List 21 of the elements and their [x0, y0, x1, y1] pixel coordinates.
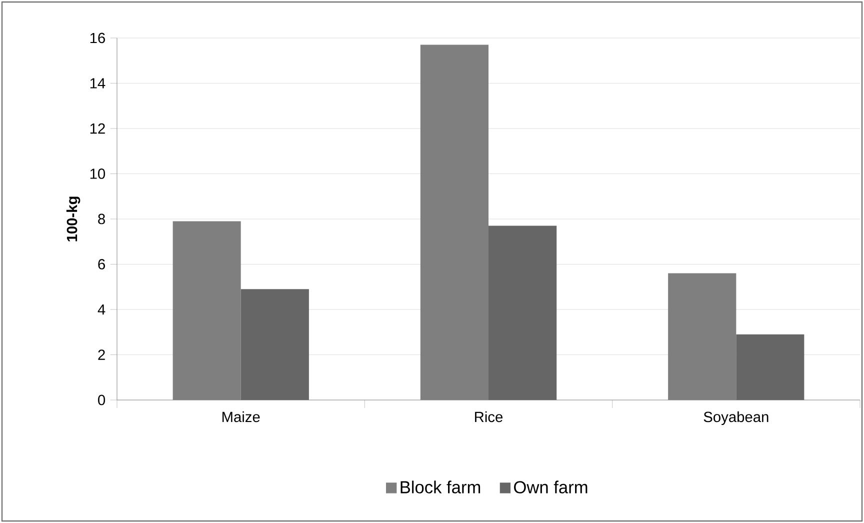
bar: [668, 273, 736, 400]
bar: [488, 226, 557, 400]
y-tick-label: 8: [98, 214, 105, 224]
y-tick-label: 2: [98, 350, 105, 360]
legend-label: Own farm: [514, 480, 588, 494]
y-tick-label: 6: [98, 259, 105, 270]
y-axis-title: 100-kg: [66, 196, 80, 242]
y-tick-label: 4: [98, 304, 106, 315]
bar: [420, 44, 489, 400]
y-tick-label: 16: [90, 32, 105, 44]
x-tick-label: Rice: [475, 411, 503, 422]
bar: [240, 289, 309, 400]
legend-label: Block farm: [400, 480, 480, 494]
bar: [172, 221, 241, 400]
y-tick-label: 10: [90, 168, 106, 179]
y-tick-label: 12: [90, 123, 105, 134]
y-tick-label: 0: [98, 394, 106, 406]
x-tick-label: Maize: [222, 411, 260, 422]
y-tick-label: 14: [90, 78, 106, 88]
x-tick-label: Soyabean: [704, 411, 768, 426]
bar: [736, 334, 804, 400]
